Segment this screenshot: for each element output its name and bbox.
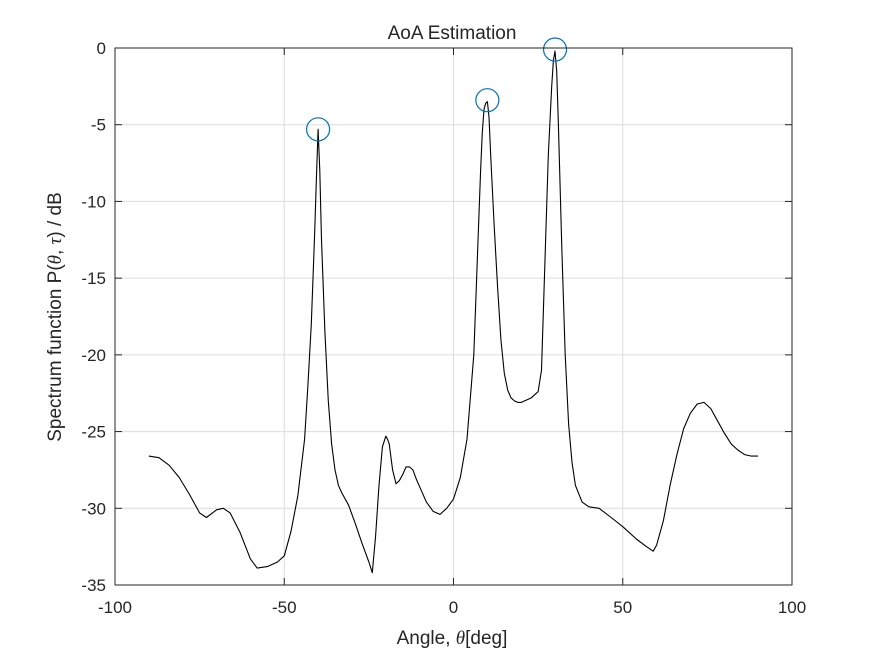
y-tick-label: -15: [81, 269, 106, 288]
x-axis-label-unit: [deg]: [465, 628, 507, 649]
y-axis-label-text: Spectrum function P(: [45, 264, 66, 442]
peak-marker: [306, 117, 331, 142]
spectrum-line: [148, 50, 759, 574]
y-tick-label: -5: [91, 116, 106, 135]
y-tick-label: -20: [81, 346, 106, 365]
y-axis-label-theta-symbol: θ: [45, 255, 66, 264]
peak-marker: [475, 88, 500, 113]
y-axis-label-tau-symbol: τ: [45, 236, 66, 244]
x-tick-label: 50: [613, 598, 632, 617]
y-tick-label: -35: [81, 576, 106, 595]
x-tick-label: 0: [449, 598, 458, 617]
y-axis-label: Spectrum function P(θ, τ) / dB: [45, 192, 66, 442]
y-tick-label: 0: [97, 39, 106, 58]
axis-ticks: -100 -50 0 50 100 0 -5 -10 -15 -20 -25 -30 -35: [81, 39, 806, 617]
x-tick-label: 100: [778, 598, 806, 617]
y-tick-label: -10: [81, 192, 106, 211]
y-axis-label-separator: ,: [45, 244, 66, 255]
y-tick-label: -25: [81, 423, 106, 442]
x-axis-label-text: Angle,: [397, 628, 456, 649]
y-tick-label: -30: [81, 499, 106, 518]
x-tick-label: -100: [98, 598, 132, 617]
chart-title: AoA Estimation: [388, 23, 517, 44]
x-axis-label-theta-symbol: θ: [456, 628, 465, 649]
x-axis-label: Angle, θ[deg]: [397, 628, 508, 649]
x-tick-label: -50: [272, 598, 297, 617]
y-axis-label-unit: ) / dB: [45, 192, 66, 237]
peak-marker: [542, 37, 568, 62]
data-layer: [148, 37, 759, 574]
